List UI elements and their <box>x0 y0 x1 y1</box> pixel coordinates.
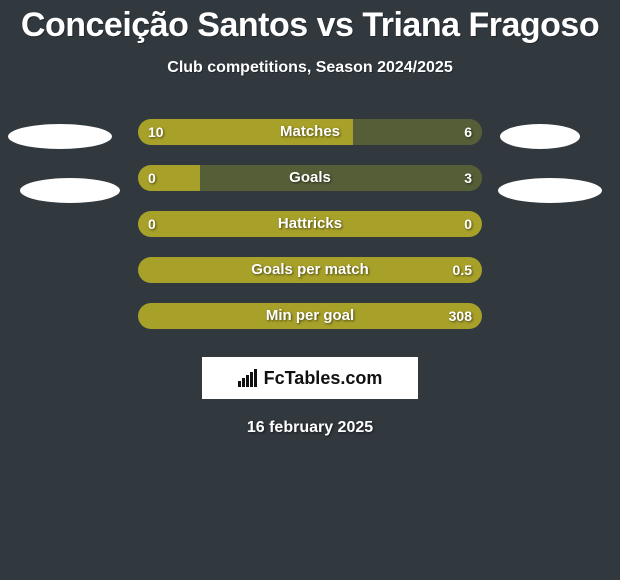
bar-left <box>138 119 353 145</box>
stat-row: Min per goal308 <box>0 303 620 329</box>
subtitle: Club competitions, Season 2024/2025 <box>0 59 620 77</box>
date-label: 16 february 2025 <box>0 419 620 437</box>
decorative-oval <box>8 124 112 149</box>
bar-track <box>138 119 482 145</box>
decorative-oval <box>500 124 580 149</box>
bar-right <box>200 165 482 191</box>
stat-row: Goals per match0.5 <box>0 257 620 283</box>
bar-track <box>138 303 482 329</box>
bar-track <box>138 211 482 237</box>
page-title: Conceição Santos vs Triana Fragoso <box>0 0 620 45</box>
bar-track <box>138 257 482 283</box>
stat-rows: Matches106Goals03Hattricks00Goals per ma… <box>0 119 620 329</box>
decorative-oval <box>20 178 120 203</box>
bar-right <box>353 119 482 145</box>
stat-row: Hattricks00 <box>0 211 620 237</box>
brand-badge: FcTables.com <box>202 357 418 399</box>
bar-track <box>138 165 482 191</box>
bar-chart-icon <box>238 369 260 387</box>
bar-left <box>138 165 200 191</box>
brand-text: FcTables.com <box>264 368 383 389</box>
decorative-oval <box>498 178 602 203</box>
